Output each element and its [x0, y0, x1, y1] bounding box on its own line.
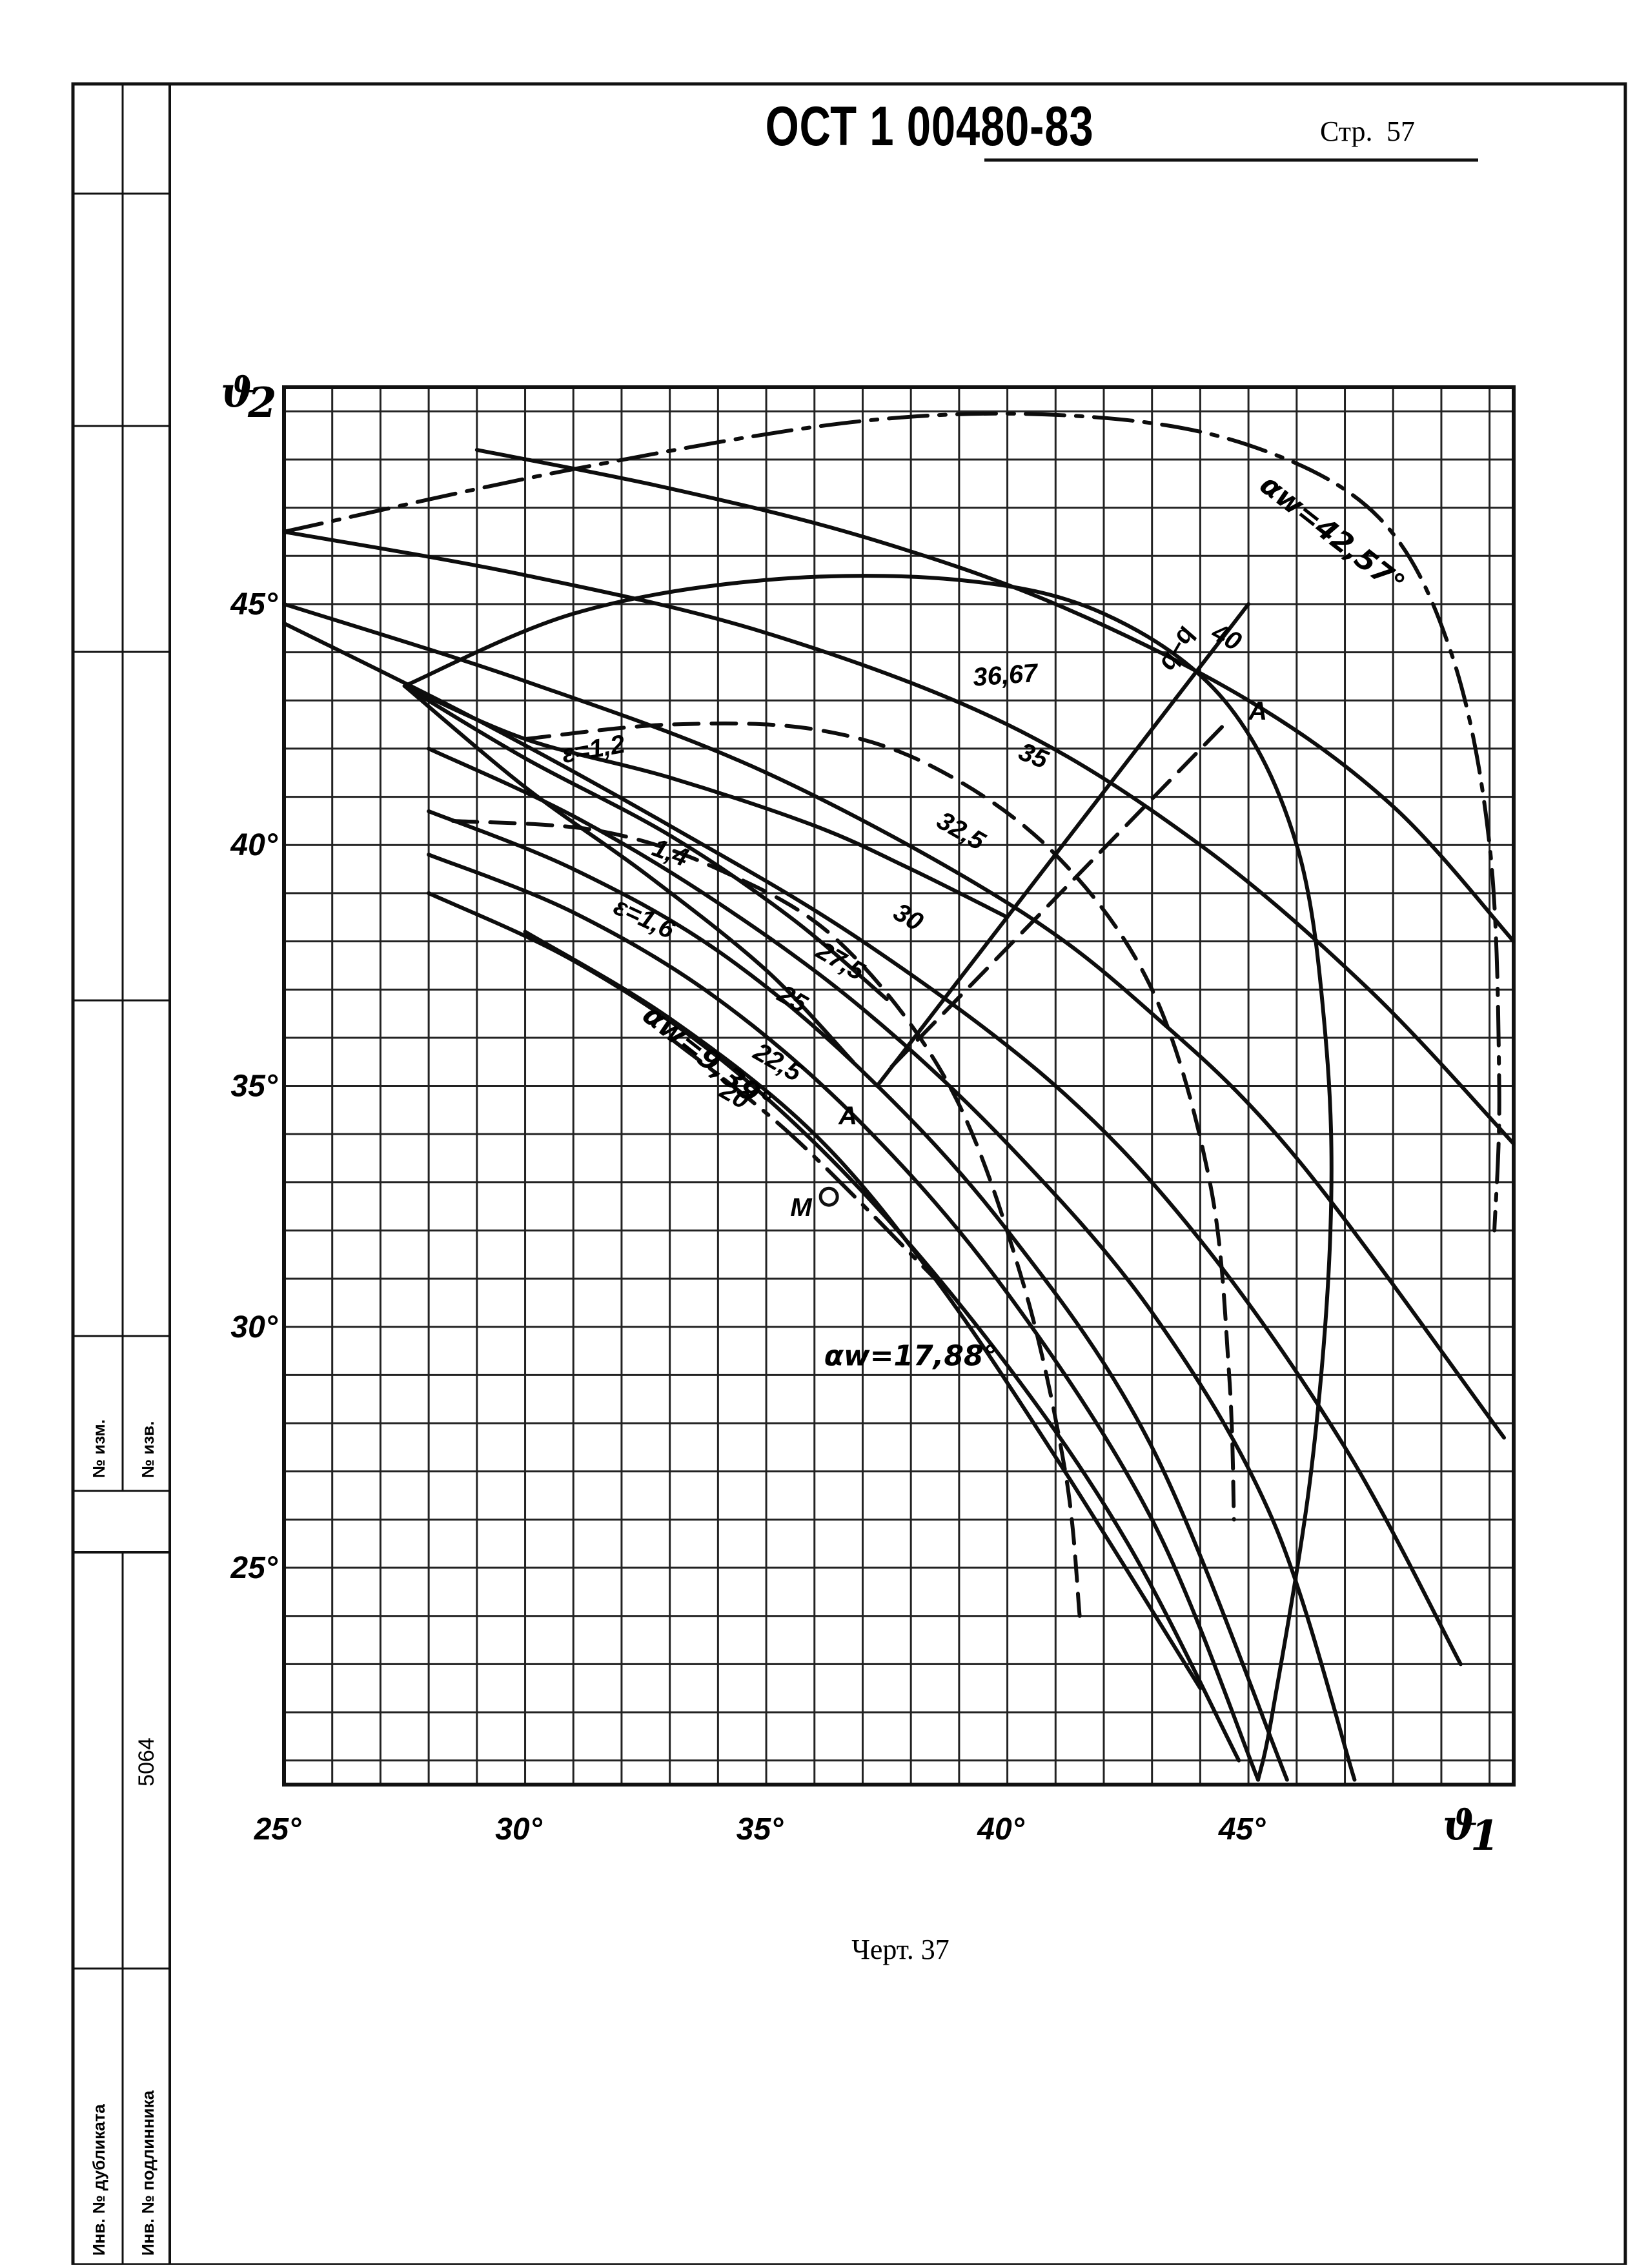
x-tick-labels: 25° 30° 35° 40° 45°	[254, 1812, 1266, 1847]
curve-series	[402, 683, 855, 1064]
original-inv-label: Инв. № подлинника	[138, 2090, 157, 2256]
curve-label-30: 30	[889, 898, 928, 937]
y-tick-labels: 25° 30° 35° 40° 45°	[230, 587, 278, 1585]
curve-series	[523, 929, 1203, 1690]
curve-series	[402, 574, 1334, 1782]
x-tick-label: 25°	[254, 1812, 301, 1847]
page-number: 57	[1387, 116, 1415, 147]
x-tick-label: 40°	[977, 1812, 1024, 1847]
curve-series	[889, 722, 1226, 1069]
epsilon-1-4-label: 1,4	[649, 833, 692, 872]
curve-series	[282, 602, 1507, 1440]
page-prefix: Стр.	[1320, 116, 1373, 147]
plot-frame	[282, 385, 1516, 1787]
y-tick-label: 25°	[230, 1551, 278, 1585]
x-tick-label: 35°	[737, 1812, 784, 1847]
point-m-marker	[818, 1186, 839, 1207]
doc-code: ОСТ 1 00480-83	[766, 96, 1094, 157]
notice-no-label: № изв.	[138, 1421, 157, 1478]
x-axis-subscript: 1	[1470, 1812, 1499, 1860]
y-tick-label: 35°	[230, 1069, 278, 1104]
curve-series	[474, 448, 1516, 944]
point-a-lower-label: A	[838, 1102, 857, 1130]
point-a-upper-label: A	[1248, 697, 1267, 725]
alpha-42-57-label: αw=42,57°	[1254, 468, 1410, 601]
curve-series	[427, 853, 1261, 1782]
curve-series	[282, 411, 1501, 1233]
curve-series	[523, 721, 1236, 1522]
point-m-label: M	[790, 1193, 813, 1222]
chart-curves	[282, 411, 1516, 1782]
y-axis-subscript: 2	[247, 379, 277, 427]
page-header: ОСТ 1 00480-83 Стр. 57	[766, 96, 1478, 162]
change-no-label: № изм.	[89, 1419, 108, 1478]
y-tick-label: 30°	[230, 1310, 278, 1344]
inventory-number: 5064	[134, 1737, 159, 1787]
y-axis-label: ϑ	[221, 369, 256, 417]
x-tick-label: 30°	[495, 1812, 542, 1847]
x-axis-label: ϑ	[1443, 1801, 1478, 1850]
duplicate-inv-label: Инв. № дубликата	[89, 2104, 108, 2256]
curve-series	[875, 602, 1251, 1088]
y-tick-label: 40°	[230, 828, 278, 862]
side-stamp: № изм. № изв. Инв. № дубликата Инв. № по…	[72, 84, 171, 2266]
curve-label-32-5: 32,5	[932, 806, 990, 856]
curve-series	[282, 621, 1463, 1666]
curve-series	[667, 1035, 937, 1281]
curve-series	[282, 529, 1516, 1146]
nomogram-chart: 25° 30° 35° 40° 45° 25°30°35°40°45° 4036,673…	[230, 385, 1516, 1847]
curve-series	[402, 683, 889, 1002]
y-tick-label: 45°	[230, 587, 278, 622]
alpha-17-88-label: αw=17,88°	[824, 1340, 998, 1373]
curve-series	[427, 746, 1357, 1782]
figure-caption: Черт. 37	[851, 1934, 949, 1965]
curve-series	[402, 683, 1010, 920]
x-tick-label: 45°	[1218, 1812, 1266, 1847]
curve-label-36-67: 36,67	[972, 659, 1040, 692]
curve-series	[427, 809, 1289, 1782]
